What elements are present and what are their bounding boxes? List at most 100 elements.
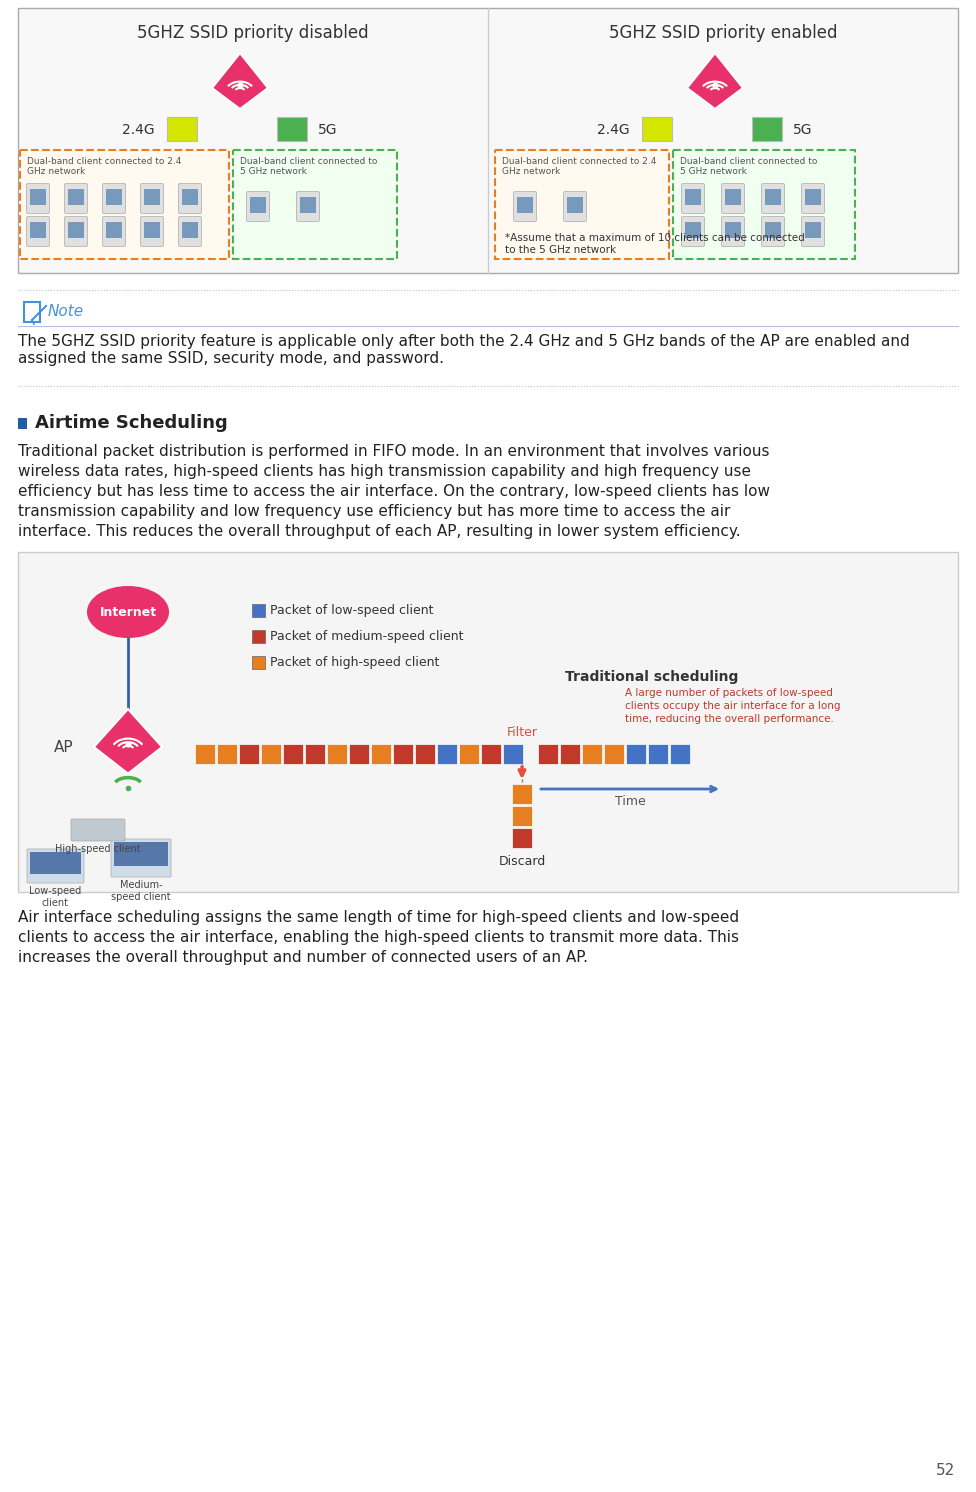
Text: Filter: Filter	[507, 727, 538, 739]
FancyBboxPatch shape	[563, 191, 587, 221]
Bar	[582, 745, 602, 764]
Bar	[252, 656, 265, 668]
FancyBboxPatch shape	[495, 151, 669, 260]
FancyBboxPatch shape	[64, 216, 88, 246]
FancyBboxPatch shape	[141, 216, 164, 246]
Bar	[481, 745, 501, 764]
Bar	[250, 197, 266, 213]
FancyBboxPatch shape	[64, 184, 88, 213]
Bar	[626, 745, 646, 764]
FancyBboxPatch shape	[179, 184, 201, 213]
Bar	[30, 222, 46, 239]
Bar	[144, 222, 160, 239]
FancyBboxPatch shape	[20, 151, 229, 260]
FancyBboxPatch shape	[71, 819, 125, 841]
Text: *Assume that a maximum of 10 clients can be connected
to the 5 GHz network: *Assume that a maximum of 10 clients can…	[505, 233, 805, 255]
Text: 52: 52	[936, 1464, 955, 1479]
Bar	[30, 852, 81, 874]
FancyBboxPatch shape	[18, 552, 958, 892]
Text: Medium-
speed client: Medium- speed client	[111, 880, 171, 901]
FancyBboxPatch shape	[801, 216, 825, 246]
Text: Dual-band client connected to 2.4
GHz network: Dual-band client connected to 2.4 GHz ne…	[27, 157, 182, 176]
FancyBboxPatch shape	[27, 849, 84, 883]
Text: AP: AP	[54, 740, 73, 755]
Bar	[182, 222, 198, 239]
FancyBboxPatch shape	[721, 184, 745, 213]
Bar	[239, 745, 259, 764]
Bar	[805, 189, 821, 204]
Polygon shape	[94, 709, 162, 773]
Polygon shape	[687, 54, 743, 109]
FancyBboxPatch shape	[179, 216, 201, 246]
Bar	[217, 745, 237, 764]
Text: Discard: Discard	[499, 855, 546, 868]
Bar	[195, 745, 215, 764]
Bar	[765, 222, 781, 239]
Bar	[437, 745, 457, 764]
Text: wireless data rates, high-speed clients has high transmission capability and hig: wireless data rates, high-speed clients …	[18, 464, 751, 479]
Text: Dual-band client connected to
5 GHz network: Dual-band client connected to 5 GHz netw…	[240, 157, 378, 176]
Text: Air interface scheduling assigns the same length of time for high-speed clients : Air interface scheduling assigns the sam…	[18, 910, 739, 925]
Text: Time: Time	[615, 795, 645, 809]
Bar	[670, 745, 690, 764]
FancyBboxPatch shape	[642, 116, 672, 142]
FancyBboxPatch shape	[26, 216, 50, 246]
Text: Note: Note	[48, 304, 84, 319]
Bar	[560, 745, 580, 764]
Bar	[327, 745, 347, 764]
Text: 5GHZ SSID priority enabled: 5GHZ SSID priority enabled	[609, 24, 837, 42]
FancyBboxPatch shape	[26, 184, 50, 213]
Bar	[349, 745, 369, 764]
FancyBboxPatch shape	[233, 151, 397, 260]
Bar	[685, 189, 701, 204]
Polygon shape	[212, 54, 268, 109]
Text: Traditional packet distribution is performed in FIFO mode. In an environment tha: Traditional packet distribution is perfo…	[18, 445, 769, 460]
Bar	[68, 222, 84, 239]
Bar	[283, 745, 303, 764]
Bar	[252, 630, 265, 643]
Bar	[182, 189, 198, 204]
FancyBboxPatch shape	[111, 839, 171, 877]
Bar	[106, 189, 122, 204]
Bar	[725, 189, 741, 204]
Bar	[512, 783, 532, 804]
Text: Traditional scheduling: Traditional scheduling	[565, 670, 739, 683]
Text: 5GHZ SSID priority disabled: 5GHZ SSID priority disabled	[138, 24, 369, 42]
Text: time, reducing the overall performance.: time, reducing the overall performance.	[625, 715, 834, 724]
Bar	[725, 222, 741, 239]
FancyBboxPatch shape	[297, 191, 319, 221]
FancyBboxPatch shape	[681, 184, 705, 213]
FancyBboxPatch shape	[102, 216, 126, 246]
Bar	[252, 604, 265, 618]
Text: Low-speed
client: Low-speed client	[29, 886, 81, 907]
FancyBboxPatch shape	[681, 216, 705, 246]
Bar	[415, 745, 435, 764]
Bar	[765, 189, 781, 204]
Bar	[567, 197, 583, 213]
Bar	[144, 189, 160, 204]
Ellipse shape	[87, 586, 169, 639]
FancyBboxPatch shape	[721, 216, 745, 246]
Bar	[538, 745, 558, 764]
FancyBboxPatch shape	[141, 184, 164, 213]
FancyBboxPatch shape	[247, 191, 269, 221]
Text: Packet of medium-speed client: Packet of medium-speed client	[270, 630, 464, 643]
FancyBboxPatch shape	[18, 7, 958, 273]
Bar	[512, 806, 532, 827]
Bar	[68, 189, 84, 204]
FancyBboxPatch shape	[167, 116, 197, 142]
FancyBboxPatch shape	[761, 184, 785, 213]
Text: Packet of low-speed client: Packet of low-speed client	[270, 604, 433, 618]
Text: clients to access the air interface, enabling the high-speed clients to transmit: clients to access the air interface, ena…	[18, 930, 739, 944]
Bar	[106, 222, 122, 239]
Bar	[18, 418, 27, 430]
FancyBboxPatch shape	[801, 184, 825, 213]
FancyBboxPatch shape	[673, 151, 855, 260]
Bar	[648, 745, 668, 764]
Bar	[604, 745, 624, 764]
Text: clients occupy the air interface for a long: clients occupy the air interface for a l…	[625, 701, 840, 712]
Text: interface. This reduces the overall throughput of each AP, resulting in lower sy: interface. This reduces the overall thro…	[18, 524, 741, 539]
Bar	[300, 197, 316, 213]
Text: Dual-band client connected to
5 GHz network: Dual-band client connected to 5 GHz netw…	[680, 157, 817, 176]
FancyBboxPatch shape	[102, 184, 126, 213]
